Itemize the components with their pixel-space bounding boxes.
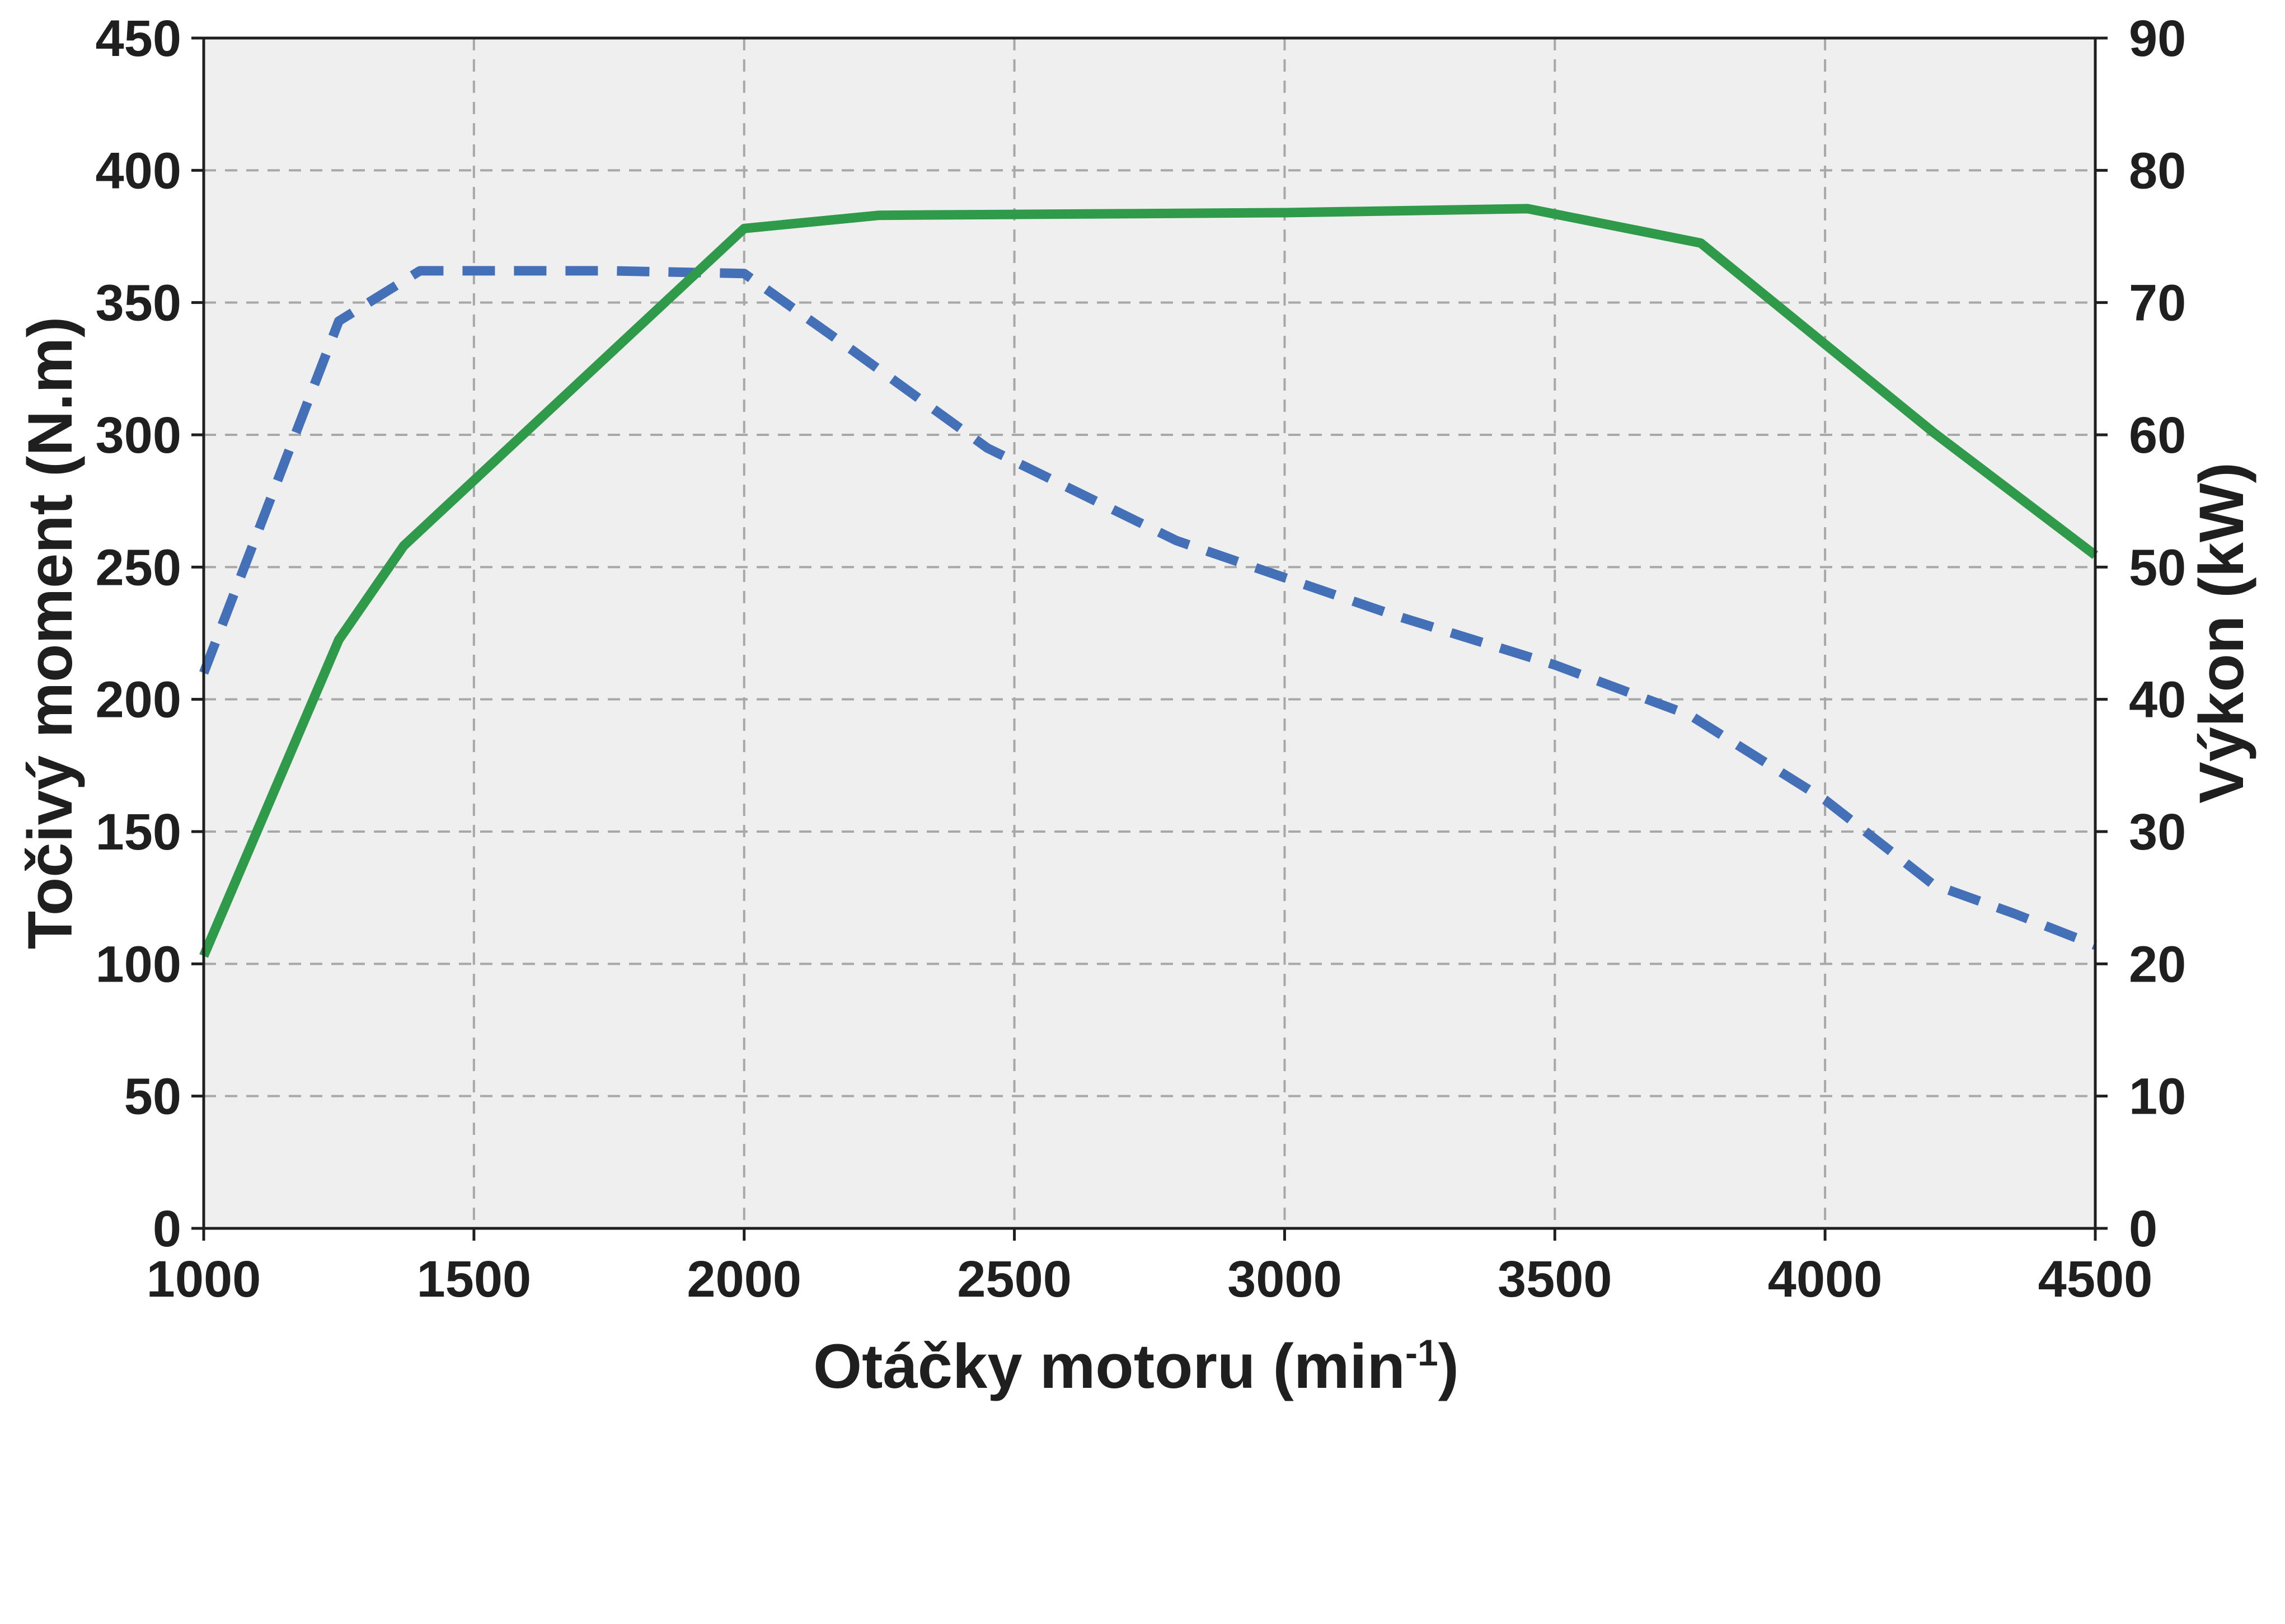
y-right-tick-label: 40 <box>2129 672 2186 729</box>
y-right-tick-label: 20 <box>2129 936 2186 993</box>
y-left-tick-label: 150 <box>96 804 182 861</box>
x-tick-label: 2500 <box>957 1251 1072 1308</box>
y-left-tick-label: 0 <box>153 1200 181 1257</box>
y-right-tick-label: 80 <box>2129 142 2186 199</box>
x-axis-title: Otáčky motoru (min-1) <box>813 1331 1459 1401</box>
x-axis-title-superscript: -1 <box>1405 1332 1438 1373</box>
y-right-tick-label: 10 <box>2129 1068 2186 1125</box>
dashed-series-line <box>199 266 2098 950</box>
y-right-tick-label: 70 <box>2129 275 2186 332</box>
x-tick-label: 4500 <box>2038 1251 2153 1308</box>
y-left-tick-label: 200 <box>96 672 182 729</box>
x-tick-label: 1500 <box>417 1251 532 1308</box>
y-left-axis-title: Točivý moment (N.m) <box>15 317 85 950</box>
y-right-tick-label: 0 <box>2129 1200 2157 1257</box>
grid <box>204 38 2095 1228</box>
x-tick-label: 4000 <box>1768 1251 1883 1308</box>
y-left-tick-label: 50 <box>124 1068 181 1125</box>
x-axis-title-main: Otáčky motoru (min <box>813 1331 1405 1401</box>
x-tick-label: 3500 <box>1498 1251 1612 1308</box>
x-tick-label: 1000 <box>147 1251 261 1308</box>
y-right-tick-label: 30 <box>2129 804 2186 861</box>
y-left-tick-label: 250 <box>96 539 182 596</box>
y-right-tick-label: 60 <box>2129 407 2186 464</box>
y-right-tick-label: 90 <box>2129 10 2186 67</box>
y-right-tick-label: 50 <box>2129 539 2186 596</box>
y-left-tick-label: 450 <box>96 10 182 67</box>
series-layer <box>199 204 2099 958</box>
x-axis-title-end: ) <box>1438 1331 1459 1401</box>
y-left-tick-label: 350 <box>96 275 182 332</box>
tick-labels: 1000 1500 2000 2500 3000 3500 4000 450005010015… <box>96 10 2187 1308</box>
y-left-tick-label: 100 <box>96 936 182 993</box>
x-tick-label: 3000 <box>1227 1251 1342 1308</box>
plot-background <box>204 38 2095 1228</box>
y-right-axis-title: Výkon (kW) <box>2187 462 2256 804</box>
x-tick-label: 2000 <box>687 1251 801 1308</box>
plot-frame <box>202 36 2097 1230</box>
y-left-tick-label: 400 <box>96 142 182 199</box>
y-left-tick-label: 300 <box>96 407 182 464</box>
solid-series-line <box>199 204 2099 958</box>
tick-marks <box>191 36 2108 1241</box>
